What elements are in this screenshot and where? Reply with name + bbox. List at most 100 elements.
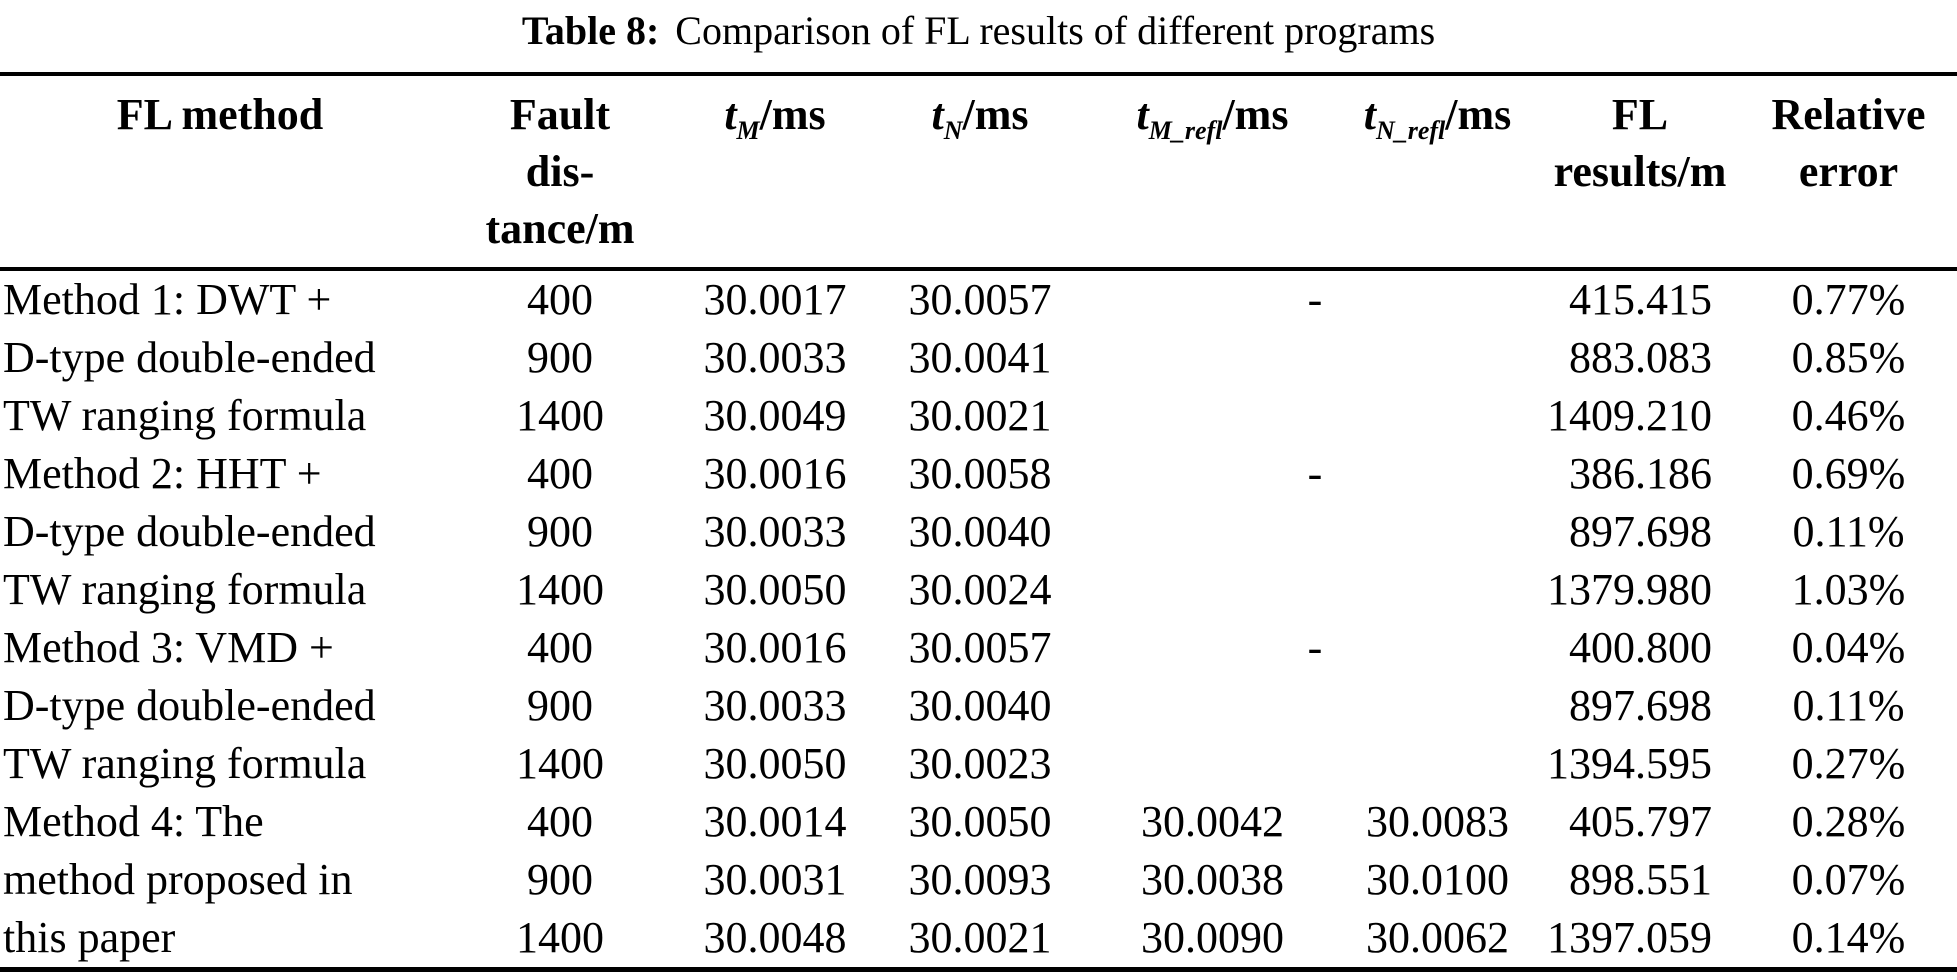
cell-tm: 30.0048	[703, 913, 847, 962]
table-row: Method 3: VMD + 400 30.0016 30.0057 - 400.800…	[0, 619, 1957, 677]
col-header-fault-distance-label: Fault dis- tance/m	[485, 90, 635, 253]
cell-tn: 30.0057	[908, 275, 1052, 324]
cell-fault-distance: 400	[527, 449, 593, 498]
cell-fl-method: D-type double-ended	[3, 333, 376, 382]
cell-tn: 30.0023	[908, 739, 1052, 788]
cell-refl-merged: -	[1307, 449, 1323, 498]
cell-fl-results: 1394.595	[1547, 739, 1712, 788]
cell-fault-distance: 900	[527, 333, 593, 382]
cell-fl-results: 898.551	[1569, 855, 1712, 904]
table-body: Method 1: DWT + 400 30.0017 30.0057 - 415.415…	[0, 269, 1957, 970]
cell-relative-error: 0.28%	[1791, 797, 1906, 846]
tn-refl-unit: /ms	[1445, 90, 1512, 139]
cell-relative-error: 0.11%	[1792, 507, 1905, 556]
cell-fl-method: TW ranging formula	[3, 739, 367, 788]
cell-fl-method: TW ranging formula	[3, 565, 367, 614]
cell-relative-error: 1.03%	[1791, 565, 1906, 614]
cell-fl-results: 386.186	[1569, 449, 1712, 498]
cell-fl-results: 400.800	[1569, 623, 1712, 672]
cell-tm: 30.0033	[703, 507, 847, 556]
table-row: this paper 1400 30.0048 30.0021 30.0090 30.00…	[0, 909, 1957, 970]
cell-fl-method: TW ranging formula	[3, 391, 367, 440]
table-caption-number: Table 8:	[521, 8, 660, 53]
cell-fault-distance: 900	[527, 681, 593, 730]
tm-var: t	[724, 90, 737, 139]
cell-relative-error: 0.85%	[1791, 333, 1906, 382]
cell-tm: 30.0016	[703, 623, 847, 672]
cell-fl-results: 883.083	[1569, 333, 1712, 382]
cell-fault-distance: 400	[527, 275, 593, 324]
cell-tn: 30.0041	[908, 333, 1052, 382]
table-row: TW ranging formula 1400 30.0050 30.0024 1379…	[0, 561, 1957, 619]
cell-fl-method: Method 2: HHT +	[3, 449, 322, 498]
tn-refl-var: t	[1363, 90, 1376, 139]
cell-fault-distance: 1400	[516, 565, 604, 614]
cell-fl-results: 897.698	[1569, 507, 1712, 556]
cell-tm: 30.0017	[703, 275, 847, 324]
table-row: TW ranging formula 1400 30.0049 30.0021 1409…	[0, 387, 1957, 445]
cell-fault-distance: 400	[527, 623, 593, 672]
cell-tn: 30.0093	[908, 855, 1052, 904]
tm-refl-sub: M_refl	[1148, 115, 1223, 145]
cell-tn-refl: 30.0100	[1366, 855, 1509, 904]
col-header-relative-error-label: Relative error	[1771, 90, 1926, 196]
cell-tm-refl: 30.0038	[1141, 855, 1284, 904]
cell-tm: 30.0050	[703, 739, 847, 788]
table-caption: Table 8: Comparison of FL results of diff…	[0, 6, 1957, 56]
tn-sub: N	[943, 115, 963, 145]
cell-relative-error: 0.07%	[1791, 855, 1906, 904]
cell-tn: 30.0057	[908, 623, 1052, 672]
tm-unit: /ms	[759, 90, 826, 139]
cell-fault-distance: 1400	[516, 391, 604, 440]
cell-fault-distance: 1400	[516, 913, 604, 962]
cell-tn-refl: 30.0062	[1366, 913, 1509, 962]
table-row: method proposed in 900 30.0031 30.0093 30.00…	[0, 851, 1957, 909]
cell-refl-merged	[1090, 677, 1540, 735]
cell-tm: 30.0031	[703, 855, 847, 904]
cell-tm: 30.0016	[703, 449, 847, 498]
cell-fl-results: 415.415	[1569, 275, 1712, 324]
table-row: TW ranging formula 1400 30.0050 30.0023 1394…	[0, 735, 1957, 793]
col-header-fault-distance: Fault dis- tance/m	[440, 74, 680, 271]
cell-relative-error: 0.11%	[1792, 681, 1905, 730]
table-row: D-type double-ended 900 30.0033 30.0041 883.…	[0, 329, 1957, 387]
cell-tm-refl: 30.0090	[1141, 913, 1284, 962]
cell-relative-error: 0.46%	[1791, 391, 1906, 440]
cell-refl-merged	[1090, 387, 1540, 445]
cell-fl-method: D-type double-ended	[3, 681, 376, 730]
cell-tn: 30.0058	[908, 449, 1052, 498]
col-header-tn: tN/ms	[870, 74, 1090, 271]
cell-tm: 30.0014	[703, 797, 847, 846]
cell-fl-results: 1379.980	[1547, 565, 1712, 614]
cell-tn: 30.0021	[908, 391, 1052, 440]
cell-tn: 30.0050	[908, 797, 1052, 846]
cell-tn: 30.0024	[908, 565, 1052, 614]
col-header-fl-results-label: FL results/m	[1553, 90, 1727, 196]
cell-tm-refl: 30.0042	[1141, 797, 1284, 846]
cell-relative-error: 0.77%	[1791, 275, 1906, 324]
table-caption-text: Comparison of FL results of different pr…	[675, 8, 1436, 53]
cell-relative-error: 0.14%	[1791, 913, 1906, 962]
table-row: Method 1: DWT + 400 30.0017 30.0057 - 415.415…	[0, 269, 1957, 329]
cell-fault-distance: 1400	[516, 739, 604, 788]
col-header-tm: tM/ms	[680, 74, 870, 271]
table-row: D-type double-ended 900 30.0033 30.0040 897.…	[0, 677, 1957, 735]
cell-fl-results: 897.698	[1569, 681, 1712, 730]
cell-tm: 30.0049	[703, 391, 847, 440]
tm-refl-unit: /ms	[1222, 90, 1289, 139]
col-header-fl-results: FL results/m	[1540, 74, 1740, 271]
tn-unit: /ms	[962, 90, 1029, 139]
col-header-fl-method-label: FL method	[116, 90, 324, 139]
tn-refl-sub: N_refl	[1375, 115, 1446, 145]
table-row: D-type double-ended 900 30.0033 30.0040 897.…	[0, 503, 1957, 561]
table-row: Method 4: The 400 30.0014 30.0050 30.0042 30.…	[0, 793, 1957, 851]
cell-relative-error: 0.69%	[1791, 449, 1906, 498]
cell-fl-method: method proposed in	[3, 855, 353, 904]
col-header-tm-refl: tM_refl/ms	[1090, 74, 1335, 271]
cell-fault-distance: 900	[527, 507, 593, 556]
col-header-fl-method: FL method	[0, 74, 440, 271]
table-header: FL method Fault dis- tance/m tM/ms tN/ms…	[0, 74, 1957, 271]
cell-refl-merged: -	[1307, 623, 1323, 672]
cell-tn: 30.0021	[908, 913, 1052, 962]
